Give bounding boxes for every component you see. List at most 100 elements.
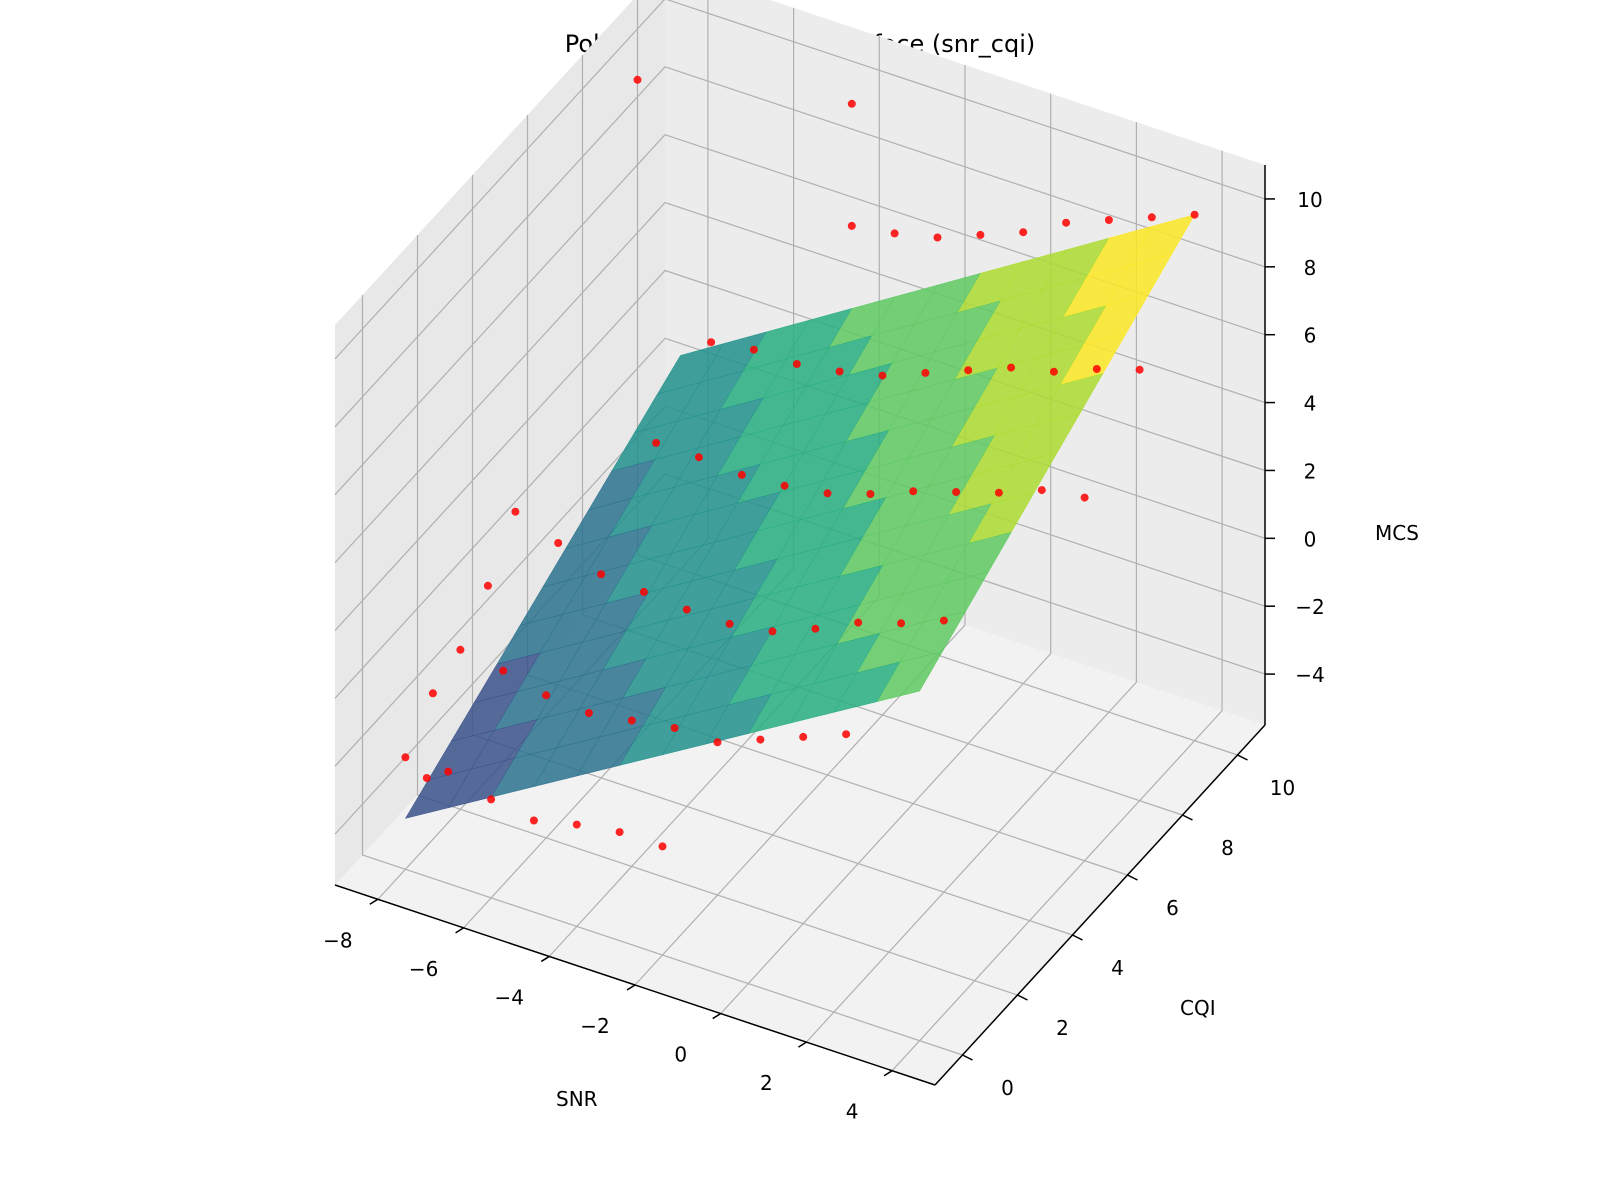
scatter-point [921,368,930,377]
z-tick-label: 10 [1297,188,1322,212]
scatter-point [584,709,593,717]
x-tick-label: 2 [760,1071,773,1095]
scatter-point [511,507,520,516]
scatter-point [866,490,875,498]
scatter-point [835,367,844,376]
scatter-point [694,453,703,462]
scatter-point [422,774,431,782]
scatter-point [487,795,496,804]
y-tick-mark [962,1054,973,1061]
scatter-point [401,753,410,762]
z-tick-label: 6 [1304,324,1317,348]
scatter-point [792,360,801,368]
scatter-point [444,767,453,776]
scatter-point [597,570,606,579]
x-gridline [891,150,1223,1072]
y-tick-mark [1072,934,1083,941]
scatter-point [1147,213,1156,222]
scatter-point [1092,365,1101,373]
scatter-point [627,716,636,725]
x-tick-mark [540,955,550,963]
surface-patch [404,768,472,819]
scatter-point [633,75,642,84]
scatter-point [994,488,1003,497]
z-tick-label: −2 [1295,595,1324,619]
scatter-point [554,539,563,547]
scatter-point [756,735,765,744]
scatter-point [976,230,985,239]
scatter-point [652,438,661,447]
z-tick-label: 0 [1304,527,1317,551]
scatter-point [897,619,906,628]
scatter-point [1190,210,1199,219]
x-tick-mark [626,984,636,991]
y-axis-label: CQI [1180,996,1216,1020]
z-tick-label: 2 [1304,460,1317,484]
scatter-point [499,666,508,675]
x-tick-label: −2 [580,1014,609,1038]
y-tick-label: 2 [1056,1016,1069,1040]
y-tick-label: 6 [1166,896,1179,920]
scatter-point [780,481,789,490]
x-tick-mark [369,898,379,905]
x-tick-mark [712,1012,722,1020]
scatter-point [707,338,716,347]
x-tick-mark [883,1070,893,1077]
x-tick-mark [455,927,464,934]
scatter-point [639,587,648,596]
scatter-point [670,724,679,732]
x-tick-label: −4 [495,985,524,1009]
z-axis-label: MCS [1375,521,1419,545]
z-tick-label: −4 [1295,663,1324,687]
y-tick-label: 0 [1001,1076,1014,1100]
scatter-point [952,488,961,496]
y-tick-label: 10 [1270,776,1295,800]
scatter-point [749,345,758,354]
z-tick-label: 8 [1304,256,1317,280]
scatter-point [615,828,624,837]
scatter-point [1007,363,1016,372]
scatter-point [823,489,832,498]
scatter-point [811,624,820,633]
scatter-point [658,842,667,851]
y-tick-mark [1127,874,1138,881]
z-gridline [334,0,1266,360]
x-tick-mark [798,1041,807,1048]
scatter-point [456,645,465,654]
y-tick-label: 4 [1111,956,1124,980]
x-tick-label: −8 [323,928,352,952]
y-tick-mark [1237,754,1248,761]
scatter-point [725,619,734,628]
scatter-point [768,627,777,636]
scatter-point [878,371,887,380]
scatter-point [1049,367,1058,376]
x-tick-label: −6 [409,957,438,981]
scatter-point [909,487,918,496]
scatter-point [933,233,942,242]
x-gridline [634,65,966,986]
scatter-point [799,732,808,741]
y-tick-label: 8 [1221,836,1234,860]
scatter-point [1062,218,1071,227]
x-tick-label: 0 [674,1043,687,1067]
y-gridline [416,235,1018,996]
scatter-point [542,691,551,700]
scatter-point [529,816,538,825]
x-axis-label: SNR [556,1087,598,1111]
scatter-point [964,366,973,375]
scatter-point [854,618,863,627]
scatter-point [847,221,856,230]
z-gridline [334,337,1266,699]
scatter-point [1080,493,1089,502]
scatter-point [737,470,746,479]
scatter-point [939,616,948,625]
y-gridline [361,295,963,1056]
z-tick-label: 4 [1304,392,1317,416]
y-tick-mark [1182,814,1193,821]
scatter-point [842,730,851,739]
scatter-point [1135,365,1144,374]
scatter-point [682,605,691,614]
scatter-point [847,99,856,108]
y-axis-line [934,724,1266,1086]
